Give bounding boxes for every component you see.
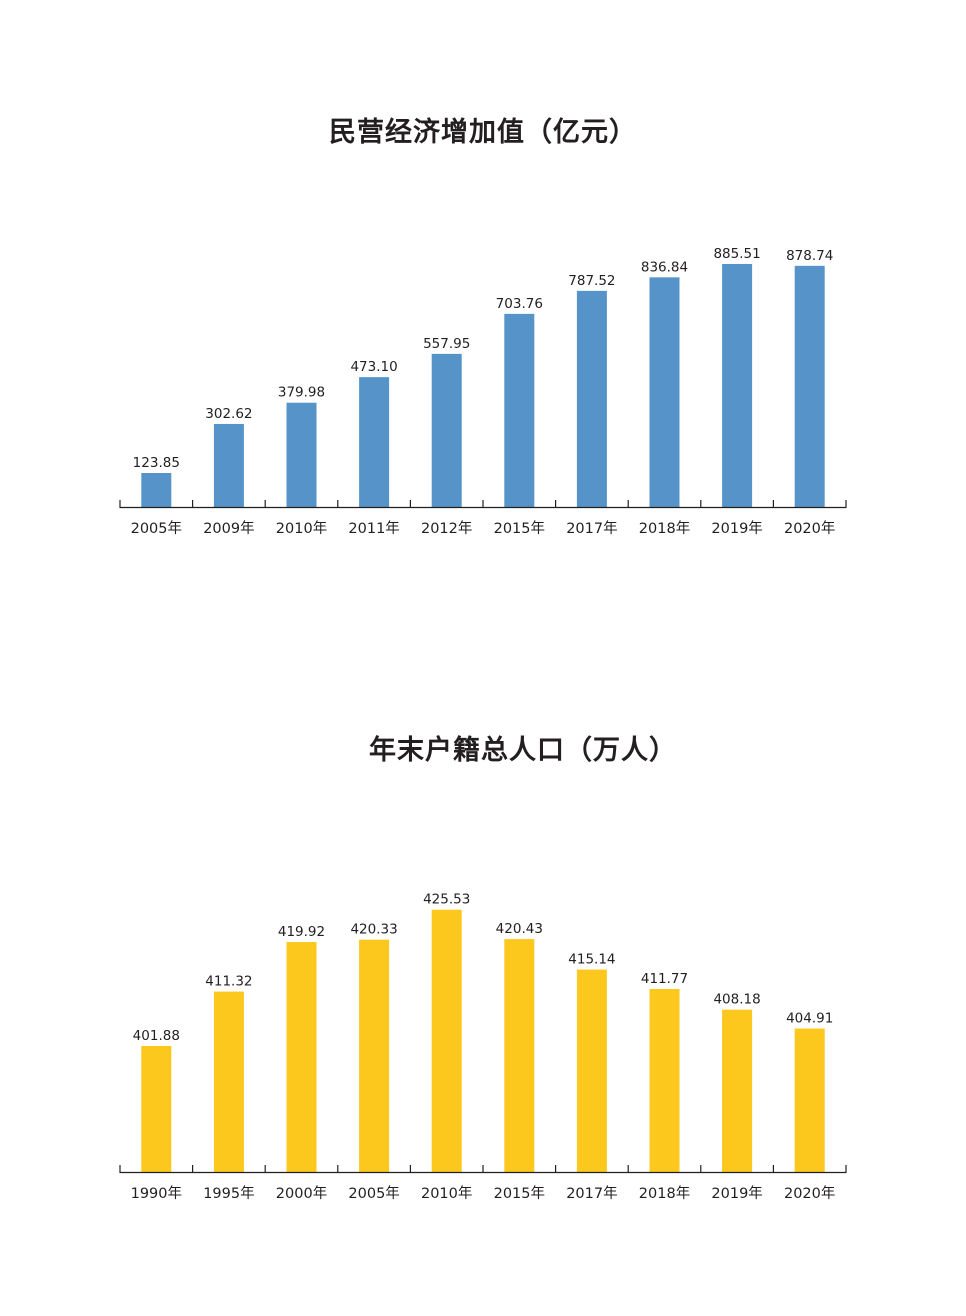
x-tick-label: 2005年 bbox=[131, 520, 182, 537]
data-label: 302.62 bbox=[205, 406, 252, 422]
data-label: 885.51 bbox=[713, 246, 760, 262]
data-label: 408.18 bbox=[713, 992, 760, 1008]
bar bbox=[431, 909, 462, 1172]
x-tick-label: 2020年 bbox=[784, 520, 835, 537]
data-label: 420.33 bbox=[350, 922, 397, 938]
data-label: 404.91 bbox=[786, 1010, 833, 1026]
x-tick-label: 2000年 bbox=[276, 1185, 327, 1202]
bar bbox=[576, 290, 607, 507]
x-tick-label: 2010年 bbox=[421, 1185, 472, 1202]
bar bbox=[794, 1028, 825, 1172]
bar bbox=[359, 377, 390, 507]
x-tick-label: 2015年 bbox=[494, 520, 545, 537]
data-label: 123.85 bbox=[133, 455, 180, 471]
bar bbox=[141, 1045, 172, 1172]
data-label: 415.14 bbox=[568, 952, 615, 968]
bar bbox=[722, 263, 753, 507]
data-label: 557.95 bbox=[423, 336, 470, 352]
x-tick-label: 1990年 bbox=[131, 1185, 182, 1202]
data-label: 878.74 bbox=[786, 248, 833, 264]
bar bbox=[286, 402, 317, 507]
x-tick-label: 2017年 bbox=[566, 520, 617, 537]
bar bbox=[359, 939, 390, 1172]
bar bbox=[722, 1009, 753, 1172]
data-label: 379.98 bbox=[278, 385, 325, 401]
x-tick-label: 2011年 bbox=[348, 520, 399, 537]
bar-chart-population: 401.88 1990年 411.32 1995年 419.92 2000年 420.33 2… bbox=[119, 892, 847, 1202]
bar bbox=[286, 942, 317, 1172]
data-label: 401.88 bbox=[133, 1028, 180, 1044]
bar bbox=[213, 423, 244, 507]
x-tick-label: 2020年 bbox=[784, 1185, 835, 1202]
x-tick-label: 2017年 bbox=[566, 1185, 617, 1202]
x-tick-label: 2019年 bbox=[711, 1185, 762, 1202]
x-tick-label: 2019年 bbox=[711, 520, 762, 537]
data-label: 411.32 bbox=[205, 974, 252, 990]
bar-chart-private-economy: 123.85 2005年 302.62 2009年 379.98 2010年 473.10 2… bbox=[119, 246, 847, 537]
x-tick-label: 2018年 bbox=[639, 520, 690, 537]
chart-title-private-economy: 民营经济增加值（亿元） bbox=[329, 117, 637, 148]
x-tick-label: 2005年 bbox=[348, 1185, 399, 1202]
x-tick-label: 2018年 bbox=[639, 1185, 690, 1202]
bar bbox=[504, 313, 535, 507]
x-tick-label: 2015年 bbox=[494, 1185, 545, 1202]
data-label: 411.77 bbox=[641, 971, 688, 987]
bar bbox=[141, 473, 172, 507]
x-tick-label: 2010年 bbox=[276, 520, 327, 537]
x-tick-label: 2009年 bbox=[203, 520, 254, 537]
data-label: 419.92 bbox=[278, 924, 325, 940]
bar bbox=[431, 353, 462, 507]
x-tick-label: 1995年 bbox=[203, 1185, 254, 1202]
bar bbox=[576, 969, 607, 1172]
bar bbox=[504, 939, 535, 1172]
data-label: 703.76 bbox=[496, 296, 543, 312]
x-tick-label: 2012年 bbox=[421, 520, 472, 537]
bar bbox=[649, 277, 680, 507]
data-label: 425.53 bbox=[423, 892, 470, 908]
data-label: 420.43 bbox=[496, 921, 543, 937]
chart-title-population: 年末户籍总人口（万人） bbox=[369, 735, 677, 766]
data-label: 836.84 bbox=[641, 259, 688, 275]
bar bbox=[213, 991, 244, 1172]
bar bbox=[794, 265, 825, 507]
bar bbox=[649, 988, 680, 1172]
data-label: 473.10 bbox=[350, 359, 397, 375]
data-label: 787.52 bbox=[568, 273, 615, 289]
